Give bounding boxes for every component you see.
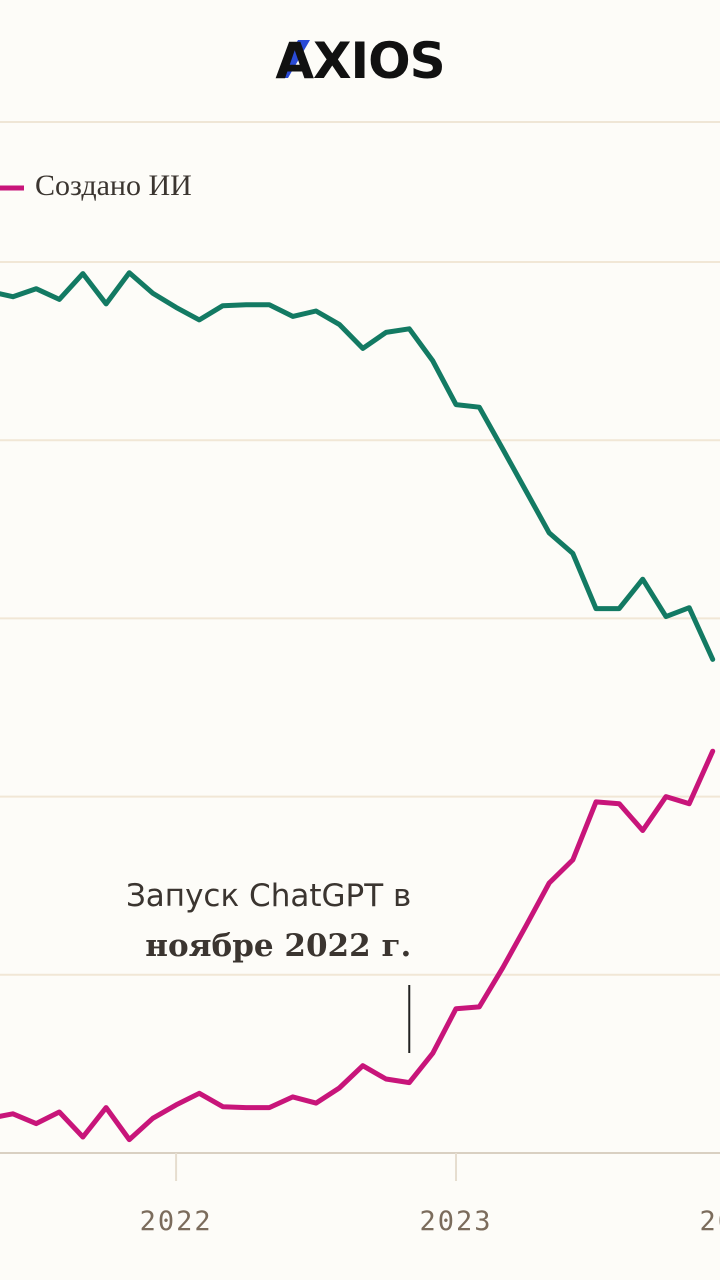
logo-mark [276,40,310,78]
series-line [0,270,716,662]
series-line [0,748,716,1143]
x-tick-label: 2023 [420,1206,493,1237]
x-tick-label: 2022 [140,1206,213,1237]
annotation-text: Запуск ChatGPT в [126,878,411,914]
annotation-text: ноябре 2022 г. [145,928,411,964]
legend-label: Создано ИИ [35,169,192,202]
brand-logo: AXIOS [275,32,444,90]
x-tick-label: 2024 [699,1206,720,1237]
